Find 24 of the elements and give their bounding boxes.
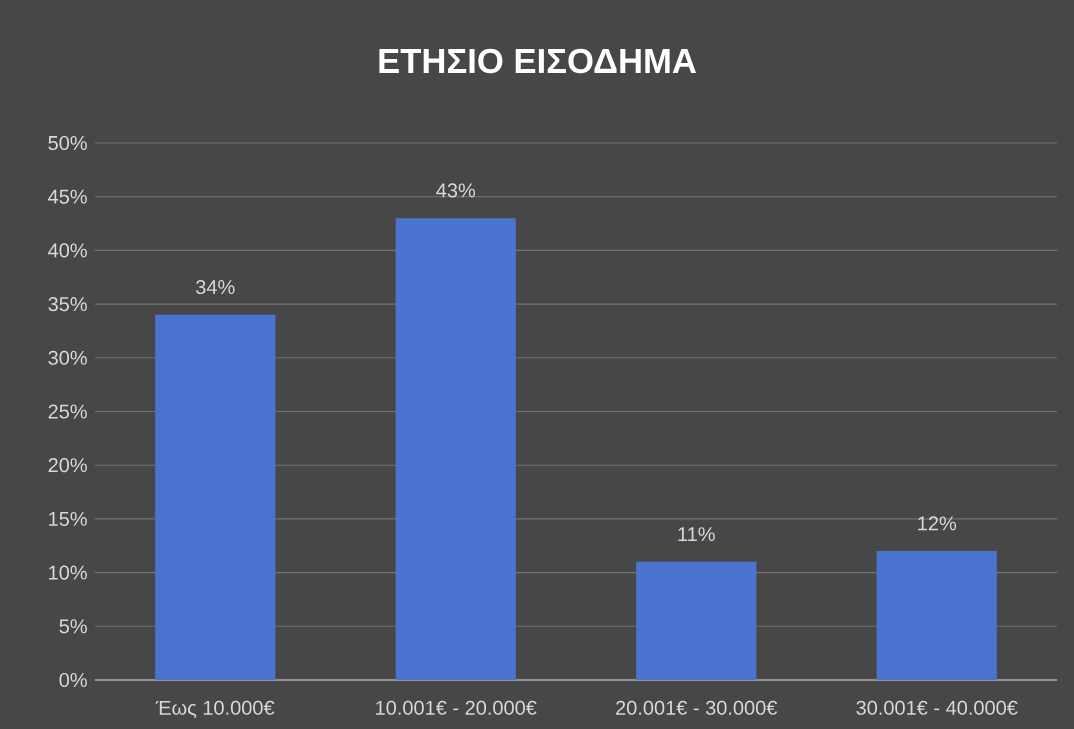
y-tick-label: 25% (48, 404, 87, 419)
y-tick-label: 0% (59, 672, 87, 688)
data-label: 11% (678, 527, 715, 542)
bar (876, 551, 997, 680)
chart-title: ΕΤΗΣΙΟ ΕΙΣΟΔΗΜΑ (379, 48, 697, 74)
y-tick-label: 10% (49, 565, 87, 580)
bar (636, 561, 757, 680)
y-tick-label: 15% (49, 511, 87, 526)
data-label: 12% (918, 516, 957, 531)
bar (155, 314, 276, 680)
y-tick-label: 30% (48, 350, 87, 365)
y-tick-label: 5% (59, 619, 87, 634)
data-label: 34% (195, 279, 235, 295)
data-label: 43% (436, 183, 476, 198)
x-tick-label: 30.001€ - 40.000€ (856, 700, 1018, 715)
y-tick-label: 45% (48, 189, 87, 204)
y-tick-label: 20% (48, 458, 87, 473)
bar (395, 218, 516, 680)
x-tick-label: Έως 10.000€ (155, 700, 275, 719)
y-tick-label: 50% (48, 135, 87, 151)
y-tick-label: 40% (48, 243, 87, 258)
x-tick-label: 20.001€ - 30.000€ (616, 700, 778, 715)
y-tick-label: 35% (48, 297, 87, 312)
x-tick-label: 10.001€ - 20.000€ (376, 700, 537, 715)
